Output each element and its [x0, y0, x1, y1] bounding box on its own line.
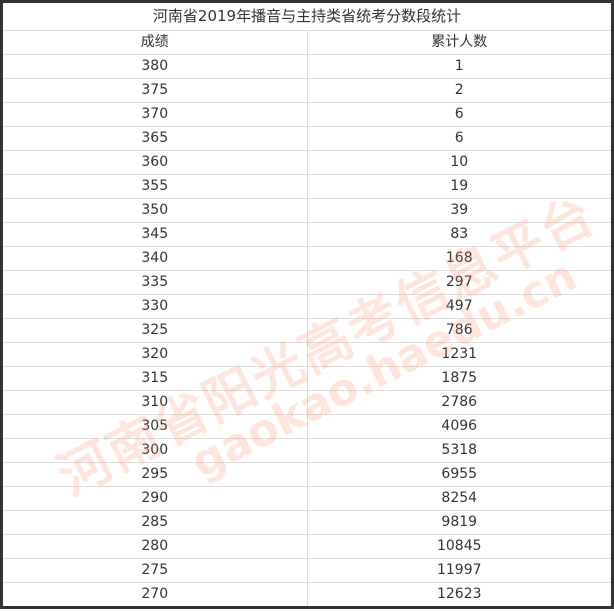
score-cell: 285: [3, 510, 308, 535]
cumulative-count-cell: 1875: [307, 366, 611, 391]
cumulative-count-cell: 11997: [307, 558, 611, 583]
score-cell: 290: [3, 486, 308, 511]
table-row: 350 39: [3, 198, 611, 223]
table-title-row: 河南省2019年播音与主持类省统考分数段统计: [3, 3, 611, 31]
table-row: 305 4096: [3, 414, 611, 439]
score-cell: 370: [3, 102, 308, 127]
cumulative-count-cell: 9819: [307, 510, 611, 535]
cumulative-count-cell: 6955: [307, 462, 611, 487]
table-row: 365 6: [3, 126, 611, 151]
score-cell: 365: [3, 126, 308, 151]
cumulative-count-cell: 6: [307, 126, 611, 151]
cumulative-count-cell: 2786: [307, 390, 611, 415]
table-row: 380 1: [3, 54, 611, 79]
table-header-row: 成绩 累计人数: [3, 30, 611, 55]
score-cell: 315: [3, 366, 308, 391]
cumulative-count-cell: 1231: [307, 342, 611, 367]
cumulative-count-cell: 19: [307, 174, 611, 199]
cumulative-count-cell: 6: [307, 102, 611, 127]
table-row: 275 11997: [3, 558, 611, 583]
score-cell: 340: [3, 246, 308, 271]
cumulative-count-cell: 1: [307, 54, 611, 79]
table-title: 河南省2019年播音与主持类省统考分数段统计: [3, 3, 611, 31]
table-row: 285 9819: [3, 510, 611, 535]
header-cumulative-count: 累计人数: [307, 30, 611, 55]
cumulative-count-cell: 83: [307, 222, 611, 247]
table-row: 310 2786: [3, 390, 611, 415]
table-row: 345 83: [3, 222, 611, 247]
score-cell: 320: [3, 342, 308, 367]
cumulative-count-cell: 786: [307, 318, 611, 343]
table-row: 360 10: [3, 150, 611, 175]
table-row: 295 6955: [3, 462, 611, 487]
score-cell: 345: [3, 222, 308, 247]
score-cell: 355: [3, 174, 308, 199]
table-row: 315 1875: [3, 366, 611, 391]
table-row: 300 5318: [3, 438, 611, 463]
score-cell: 335: [3, 270, 308, 295]
score-cell: 300: [3, 438, 308, 463]
table-row: 325 786: [3, 318, 611, 343]
score-cell: 280: [3, 534, 308, 559]
cumulative-count-cell: 10845: [307, 534, 611, 559]
score-cell: 275: [3, 558, 308, 583]
cumulative-count-cell: 2: [307, 78, 611, 103]
table-row: 320 1231: [3, 342, 611, 367]
cumulative-count-cell: 497: [307, 294, 611, 319]
table-row: 375 2: [3, 78, 611, 103]
header-score: 成绩: [3, 30, 308, 55]
score-cell: 360: [3, 150, 308, 175]
score-cell: 380: [3, 54, 308, 79]
cumulative-count-cell: 4096: [307, 414, 611, 439]
cumulative-count-cell: 5318: [307, 438, 611, 463]
score-cell: 305: [3, 414, 308, 439]
table-row: 340 168: [3, 246, 611, 271]
score-cell: 375: [3, 78, 308, 103]
score-cell: 325: [3, 318, 308, 343]
table-row: 335 297: [3, 270, 611, 295]
score-cell: 295: [3, 462, 308, 487]
score-cell: 330: [3, 294, 308, 319]
cumulative-count-cell: 8254: [307, 486, 611, 511]
cumulative-count-cell: 10: [307, 150, 611, 175]
table-row: 355 19: [3, 174, 611, 199]
table-row: 370 6: [3, 102, 611, 127]
score-cell: 310: [3, 390, 308, 415]
table-row: 270 12623: [3, 582, 611, 606]
score-cell: 270: [3, 582, 308, 606]
score-cell: 350: [3, 198, 308, 223]
table-row: 280 10845: [3, 534, 611, 559]
cumulative-count-cell: 12623: [307, 582, 611, 606]
cumulative-count-cell: 39: [307, 198, 611, 223]
table-row: 330 497: [3, 294, 611, 319]
table-row: 290 8254: [3, 486, 611, 511]
cumulative-count-cell: 168: [307, 246, 611, 271]
score-distribution-table: 河南省2019年播音与主持类省统考分数段统计 成绩 累计人数 380 1 375 2 3…: [3, 3, 611, 606]
cumulative-count-cell: 297: [307, 270, 611, 295]
